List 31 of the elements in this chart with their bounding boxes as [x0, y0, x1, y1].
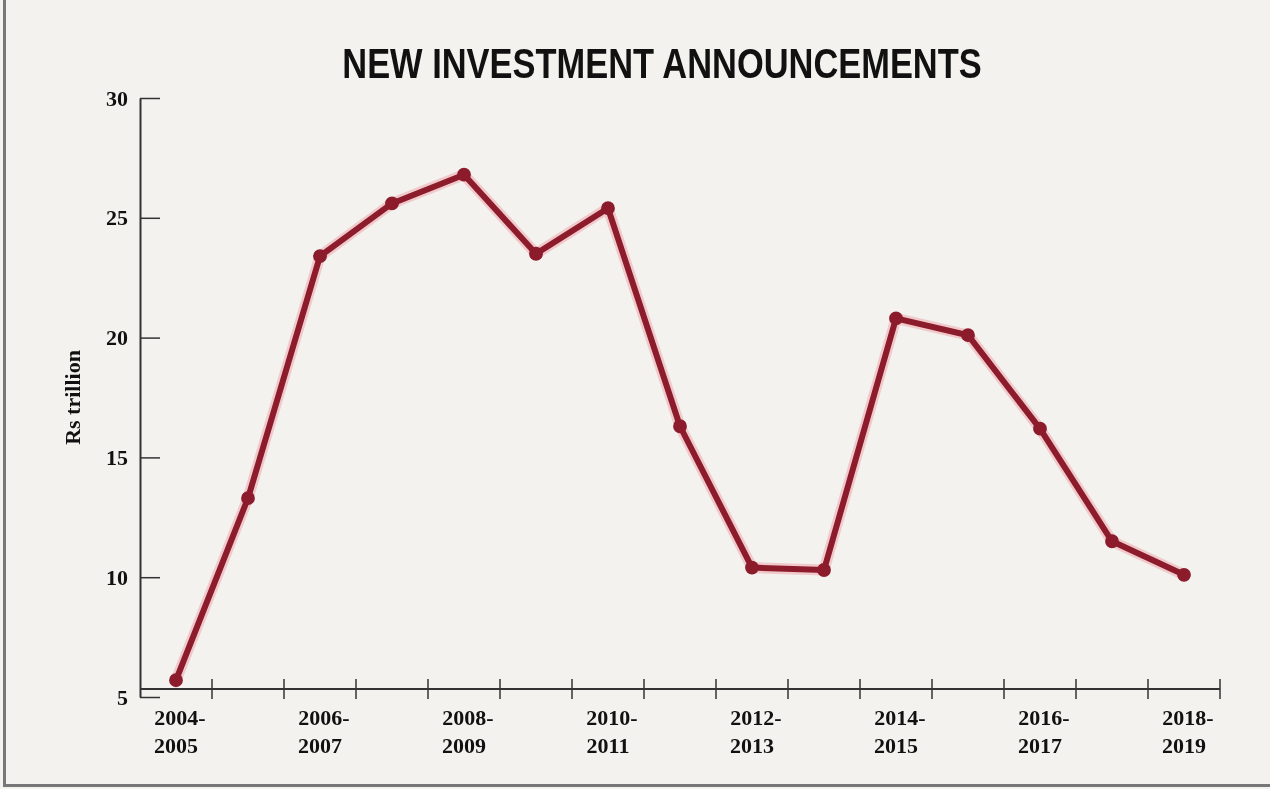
point: [961, 328, 975, 343]
y-axis-title: Rs trillion: [60, 350, 85, 445]
x-tick-label: 2014-2015: [874, 705, 926, 758]
point: [817, 563, 831, 577]
point: [169, 673, 183, 688]
y-tick-label: 30: [106, 85, 128, 111]
y-tick-label: 15: [106, 444, 128, 470]
point: [529, 246, 543, 261]
x-tick-label: 2010-2011: [586, 705, 638, 758]
x-tick-label: 2006-2007: [298, 705, 350, 758]
point: [1177, 567, 1191, 582]
point: [1033, 421, 1047, 436]
point: [889, 311, 903, 326]
x-tick-label: 2008-2009: [442, 705, 494, 758]
y-tick-label: 5: [117, 684, 128, 710]
point: [1105, 534, 1119, 549]
x-tick-label: 2016-2017: [1018, 705, 1070, 758]
y-tick-label: 20: [106, 325, 128, 351]
y-tick-label: 10: [106, 564, 128, 590]
chart-title: NEW INVESTMENT ANNOUNCEMENTS: [342, 39, 982, 87]
point: [745, 560, 759, 575]
point: [601, 201, 615, 216]
point: [457, 167, 471, 182]
x-tick-label: 2018-2019: [1162, 705, 1214, 758]
x-tick-label: 2012-2013: [730, 705, 782, 758]
point: [241, 491, 255, 506]
point: [385, 196, 399, 211]
y-tick-label: 25: [106, 205, 128, 231]
x-tick-label: 2004-2005: [154, 705, 206, 758]
point: [313, 249, 327, 264]
point: [673, 419, 687, 434]
